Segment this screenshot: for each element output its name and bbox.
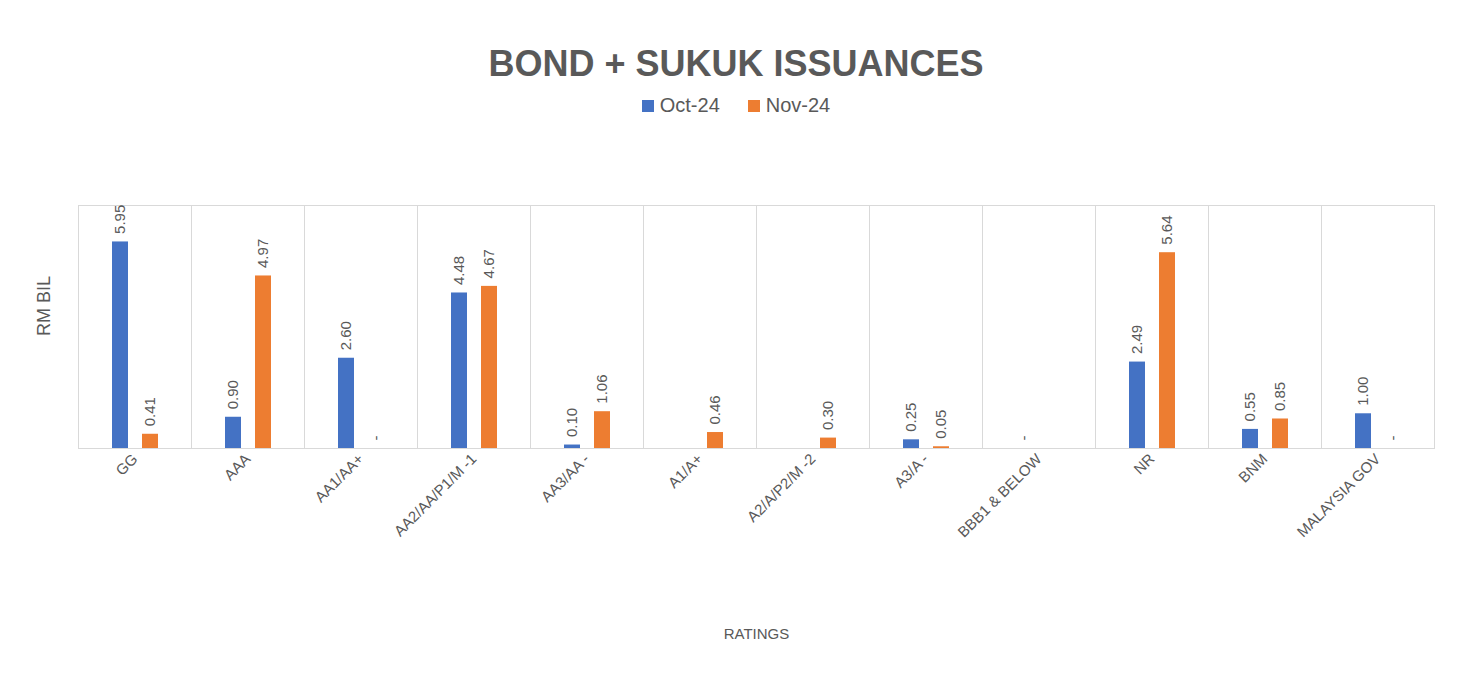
- svg-text:0.41: 0.41: [141, 397, 158, 426]
- svg-text:MALAYSIA GOV: MALAYSIA GOV: [1293, 450, 1383, 540]
- svg-text:0.90: 0.90: [224, 380, 241, 409]
- svg-text:0.25: 0.25: [902, 403, 919, 432]
- svg-text:0.05: 0.05: [932, 410, 949, 439]
- svg-text:4.48: 4.48: [450, 256, 467, 285]
- svg-text:2.49: 2.49: [1128, 325, 1145, 354]
- html-text:RM BIL: RM BIL: [33, 276, 54, 336]
- svg-text:BBB1 & BELOW: BBB1 & BELOW: [954, 449, 1045, 540]
- svg-text:4.67: 4.67: [480, 249, 497, 278]
- svg-text:RATINGS: RATINGS: [724, 625, 790, 642]
- svg-text:1.00: 1.00: [1354, 377, 1371, 406]
- svg-text:4.97: 4.97: [254, 239, 271, 268]
- svg-text:5.64: 5.64: [1158, 216, 1175, 245]
- html-text:BOND + SUKUK ISSUANCES: BOND + SUKUK ISSUANCES: [488, 43, 984, 84]
- svg-text:5.95: 5.95: [111, 205, 128, 234]
- svg-text:BNM: BNM: [1235, 450, 1271, 486]
- svg-text:GG: GG: [112, 450, 141, 479]
- svg-text:AA3/AA -: AA3/AA -: [537, 450, 592, 505]
- svg-text:AA1/AA+: AA1/AA+: [311, 450, 367, 506]
- svg-text:A1/A+: A1/A+: [664, 450, 705, 491]
- svg-text:-: -: [367, 436, 384, 441]
- svg-text:AAA: AAA: [220, 450, 253, 483]
- svg-text:0.46: 0.46: [706, 395, 723, 424]
- html-text:Nov-24: Nov-24: [765, 94, 831, 116]
- svg-text:A2/A/P2/M -2: A2/A/P2/M -2: [743, 450, 818, 525]
- svg-text:0.85: 0.85: [1271, 382, 1288, 411]
- svg-text:NR: NR: [1130, 450, 1157, 477]
- svg-text:-: -: [1015, 436, 1032, 441]
- svg-text:-: -: [1384, 436, 1401, 441]
- svg-text:1.06: 1.06: [593, 374, 610, 403]
- svg-text:0.10: 0.10: [563, 408, 580, 437]
- svg-text:A3/A -: A3/A -: [891, 450, 932, 491]
- html-text:Oct-24: Oct-24: [659, 94, 720, 116]
- svg-text:2.60: 2.60: [337, 321, 354, 350]
- svg-text:AA2/AA/P1/M -1: AA2/AA/P1/M -1: [390, 450, 479, 539]
- svg-text:0.30: 0.30: [819, 401, 836, 430]
- svg-text:0.55: 0.55: [1241, 392, 1258, 421]
